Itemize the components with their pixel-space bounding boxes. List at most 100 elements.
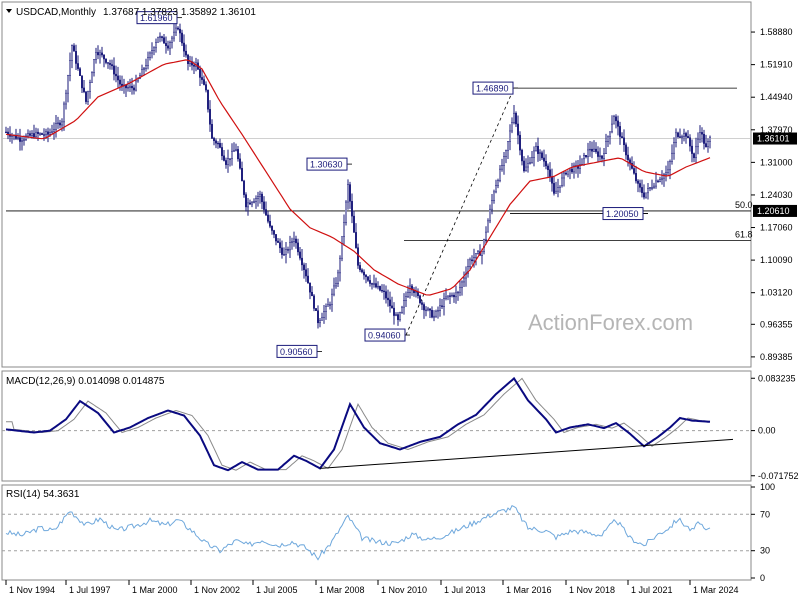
candle-body [99, 52, 101, 56]
annotation-label: 1.61960 [140, 13, 173, 23]
candle-body [423, 304, 425, 311]
candle-body [411, 285, 413, 291]
candle-body [505, 150, 507, 157]
candle-body [73, 45, 75, 52]
candle-body [201, 77, 203, 80]
candle-body [81, 75, 83, 89]
candle-body [225, 160, 227, 165]
candle-body [571, 168, 573, 173]
candle-body [517, 123, 519, 136]
candle-body [445, 296, 447, 299]
candle-body [291, 241, 293, 243]
candle-body [157, 36, 159, 43]
candle-body [529, 162, 531, 164]
candle-body [301, 257, 303, 266]
annotation-label: 0.90560 [280, 347, 313, 357]
candle-body [345, 201, 347, 223]
candle-body [467, 266, 469, 274]
candle-body [353, 215, 355, 233]
candle-body [703, 133, 705, 144]
candle-body [349, 184, 351, 202]
candle-body [399, 312, 401, 320]
candle-body [531, 157, 533, 163]
macd-axis-label: 0.00 [758, 426, 776, 436]
candle-body [623, 137, 625, 146]
time-axis-label: 1 Mar 2016 [506, 585, 552, 595]
candle-body [177, 27, 179, 30]
candle-body [687, 136, 689, 138]
candle-body [287, 249, 289, 251]
candle-body [707, 141, 709, 148]
dropdown-triangle-icon[interactable] [6, 9, 12, 13]
candle-body [107, 62, 109, 64]
time-axis-label: 1 Mar 2008 [319, 585, 365, 595]
candlesticks [5, 20, 711, 329]
candle-body [581, 158, 583, 165]
candle-body [439, 305, 441, 311]
candle-body [179, 28, 181, 34]
price-axis-label: 1.58880 [760, 27, 793, 37]
candle-body [109, 63, 111, 65]
price-axis-label: 0.96355 [760, 319, 793, 329]
candle-body [251, 202, 253, 205]
candle-body [133, 87, 135, 91]
candle-body [117, 75, 119, 81]
candle-body [87, 91, 89, 102]
candle-body [239, 158, 241, 169]
candle-body [585, 154, 587, 158]
candle-body [269, 221, 271, 227]
candle-body [41, 133, 43, 135]
candle-body [259, 193, 261, 197]
candle-body [181, 32, 183, 44]
macd-panel-frame [1, 370, 752, 482]
candle-body [469, 259, 471, 267]
candle-body [665, 172, 667, 176]
candle-body [59, 122, 61, 126]
candle-body [627, 154, 629, 161]
candle-body [419, 295, 421, 303]
candle-body [535, 145, 537, 152]
candle-body [615, 116, 617, 122]
candle-body [401, 306, 403, 313]
candle-body [23, 139, 25, 141]
time-axis: 1 Nov 1994 1 Jul 1997 1 Mar 2000 1 Nov 2002… [5, 580, 739, 595]
candle-body [355, 232, 357, 248]
candle-body [493, 191, 495, 201]
candle-body [705, 143, 707, 148]
candle-body [207, 89, 209, 110]
candle-body [495, 185, 497, 193]
annotation-box [136, 11, 178, 25]
candle-body [689, 137, 691, 147]
macd-axis-label: 0.083235 [758, 373, 796, 383]
candle-body [243, 180, 245, 195]
candle-body [211, 124, 213, 139]
candle-body [25, 135, 27, 140]
candle-body [297, 242, 299, 253]
candle-body [437, 310, 439, 312]
time-axis-label: 1 Jul 2005 [256, 585, 298, 595]
price-axis: 1.58880 1.51910 1.44940 1.37970 1.31000 1.240… [751, 27, 793, 362]
candle-body [253, 201, 255, 203]
price-axis-label: 1.10090 [760, 255, 793, 265]
candle-body [193, 64, 195, 67]
candle-body [21, 140, 23, 142]
candle-body [205, 84, 207, 91]
candle-body [383, 290, 385, 292]
candle-body [101, 52, 103, 56]
candle-body [361, 269, 363, 273]
candle-body [653, 185, 655, 188]
candle-body [311, 291, 313, 297]
candle-body [513, 112, 515, 123]
macd-axis-label: -0.071752 [758, 471, 799, 481]
candle-body [363, 271, 365, 276]
candle-body [33, 133, 35, 137]
rsi-title: RSI(14) 54.3631 [6, 489, 80, 500]
candle-body [149, 52, 151, 58]
candle-body [165, 43, 167, 46]
candle-body [681, 136, 683, 138]
candle-body [267, 214, 269, 222]
candle-body [607, 136, 609, 142]
candle-body [163, 37, 165, 44]
candle-body [625, 144, 627, 156]
